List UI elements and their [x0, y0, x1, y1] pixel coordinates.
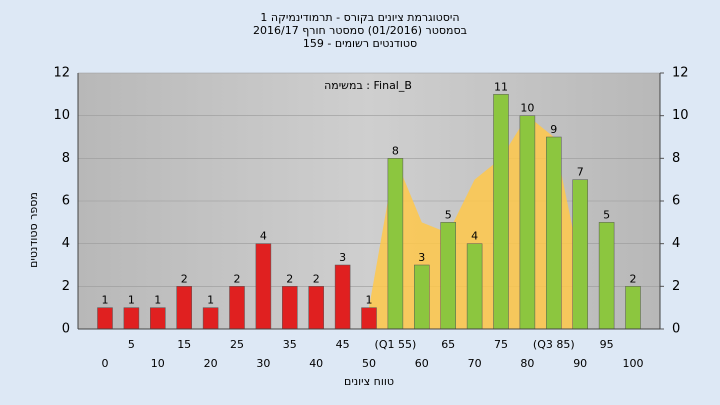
- y-tick-label: 2: [62, 279, 70, 294]
- bar: [546, 136, 562, 330]
- x-tick-label: 5: [128, 338, 135, 351]
- data-label: 11: [494, 80, 508, 93]
- y-tick-label: 8: [62, 151, 70, 166]
- x-tick-label: 80: [520, 357, 534, 370]
- data-label: 2: [630, 272, 637, 285]
- y2-tick-label: 0: [672, 322, 680, 337]
- x-tick-label: 45: [336, 338, 350, 351]
- data-label: 4: [260, 230, 267, 243]
- data-label: 1: [207, 294, 214, 307]
- x-tick-label: 40: [309, 357, 323, 370]
- x-tick-label: 30: [256, 357, 270, 370]
- data-label: 3: [339, 251, 346, 264]
- data-label: 1: [366, 294, 373, 307]
- data-label: 5: [603, 208, 610, 221]
- x-tick-label: 20: [204, 357, 218, 370]
- bar: [176, 286, 192, 330]
- bar: [519, 115, 536, 330]
- y-axis-label: מספר סטודנטים: [27, 192, 40, 268]
- x-tick-label: 65: [441, 338, 455, 351]
- x-axis-label: טווח ציונים: [344, 375, 394, 388]
- bar: [97, 307, 113, 330]
- bar: [255, 243, 272, 330]
- data-label: 1: [128, 294, 135, 307]
- data-label: 8: [392, 144, 399, 157]
- y2-tick-label: 8: [672, 151, 680, 166]
- bar: [308, 286, 324, 330]
- data-label: 10: [520, 102, 534, 115]
- data-label: 2: [313, 272, 320, 285]
- data-label: 5: [445, 208, 452, 221]
- y-tick-label: 0: [62, 322, 70, 337]
- y2-tick-label: 6: [672, 194, 680, 209]
- chart-subtitle: סטודנטים רשומים - 159: [303, 37, 417, 50]
- y2-tick-label: 12: [672, 66, 689, 81]
- bar: [150, 307, 166, 330]
- bar: [440, 222, 456, 330]
- data-label: 3: [418, 251, 425, 264]
- x-tick-label: 35: [283, 338, 297, 351]
- bar: [466, 243, 483, 330]
- chart-title: היסטוגרמת ציונים בקורס - תרמודינמיקה 1: [260, 11, 459, 24]
- data-label: 4: [471, 230, 478, 243]
- bar: [229, 286, 245, 330]
- x-tick-label: 75: [494, 338, 508, 351]
- data-label: 2: [181, 272, 188, 285]
- annotation: במשימה : Final_B: [324, 79, 412, 92]
- x-tick-label: 15: [177, 338, 191, 351]
- x-tick-label: 95: [600, 338, 614, 351]
- bar: [414, 264, 430, 330]
- bar: [123, 307, 140, 330]
- x-tick-label: 60: [415, 357, 429, 370]
- y2-tick-label: 10: [672, 108, 689, 123]
- y-tick-label: 10: [53, 108, 70, 123]
- x-tick-label: 50: [362, 357, 376, 370]
- data-label: 2: [286, 272, 293, 285]
- bar: [598, 222, 615, 330]
- data-label: 1: [102, 294, 109, 307]
- y-tick-label: 4: [62, 236, 70, 251]
- x-tick-label: 0: [102, 357, 109, 370]
- bar: [282, 286, 298, 330]
- x-tick-label: (Q1 55): [375, 338, 417, 351]
- data-label: 9: [550, 123, 557, 136]
- bar: [361, 307, 377, 330]
- bar: [387, 158, 404, 330]
- data-label: 1: [154, 294, 161, 307]
- y-tick-label: 6: [62, 194, 70, 209]
- bar: [334, 264, 351, 330]
- x-tick-label: 25: [230, 338, 244, 351]
- y2-tick-label: 4: [672, 236, 680, 251]
- bar: [202, 307, 219, 330]
- x-tick-label: 90: [573, 357, 587, 370]
- bar: [572, 179, 588, 330]
- x-tick-label: 10: [151, 357, 165, 370]
- data-label: 2: [234, 272, 241, 285]
- bar: [493, 94, 509, 330]
- data-label: 7: [577, 166, 584, 179]
- x-tick-label: (Q3 85): [533, 338, 575, 351]
- y2-tick-label: 2: [672, 279, 680, 294]
- y-tick-label: 12: [53, 66, 70, 81]
- chart-subtitle: בסמסטר (01/2016) סמסטר חורף 2016/17: [253, 24, 467, 37]
- x-tick-label: 100: [623, 357, 644, 370]
- x-tick-label: 70: [468, 357, 482, 370]
- bar: [625, 286, 641, 330]
